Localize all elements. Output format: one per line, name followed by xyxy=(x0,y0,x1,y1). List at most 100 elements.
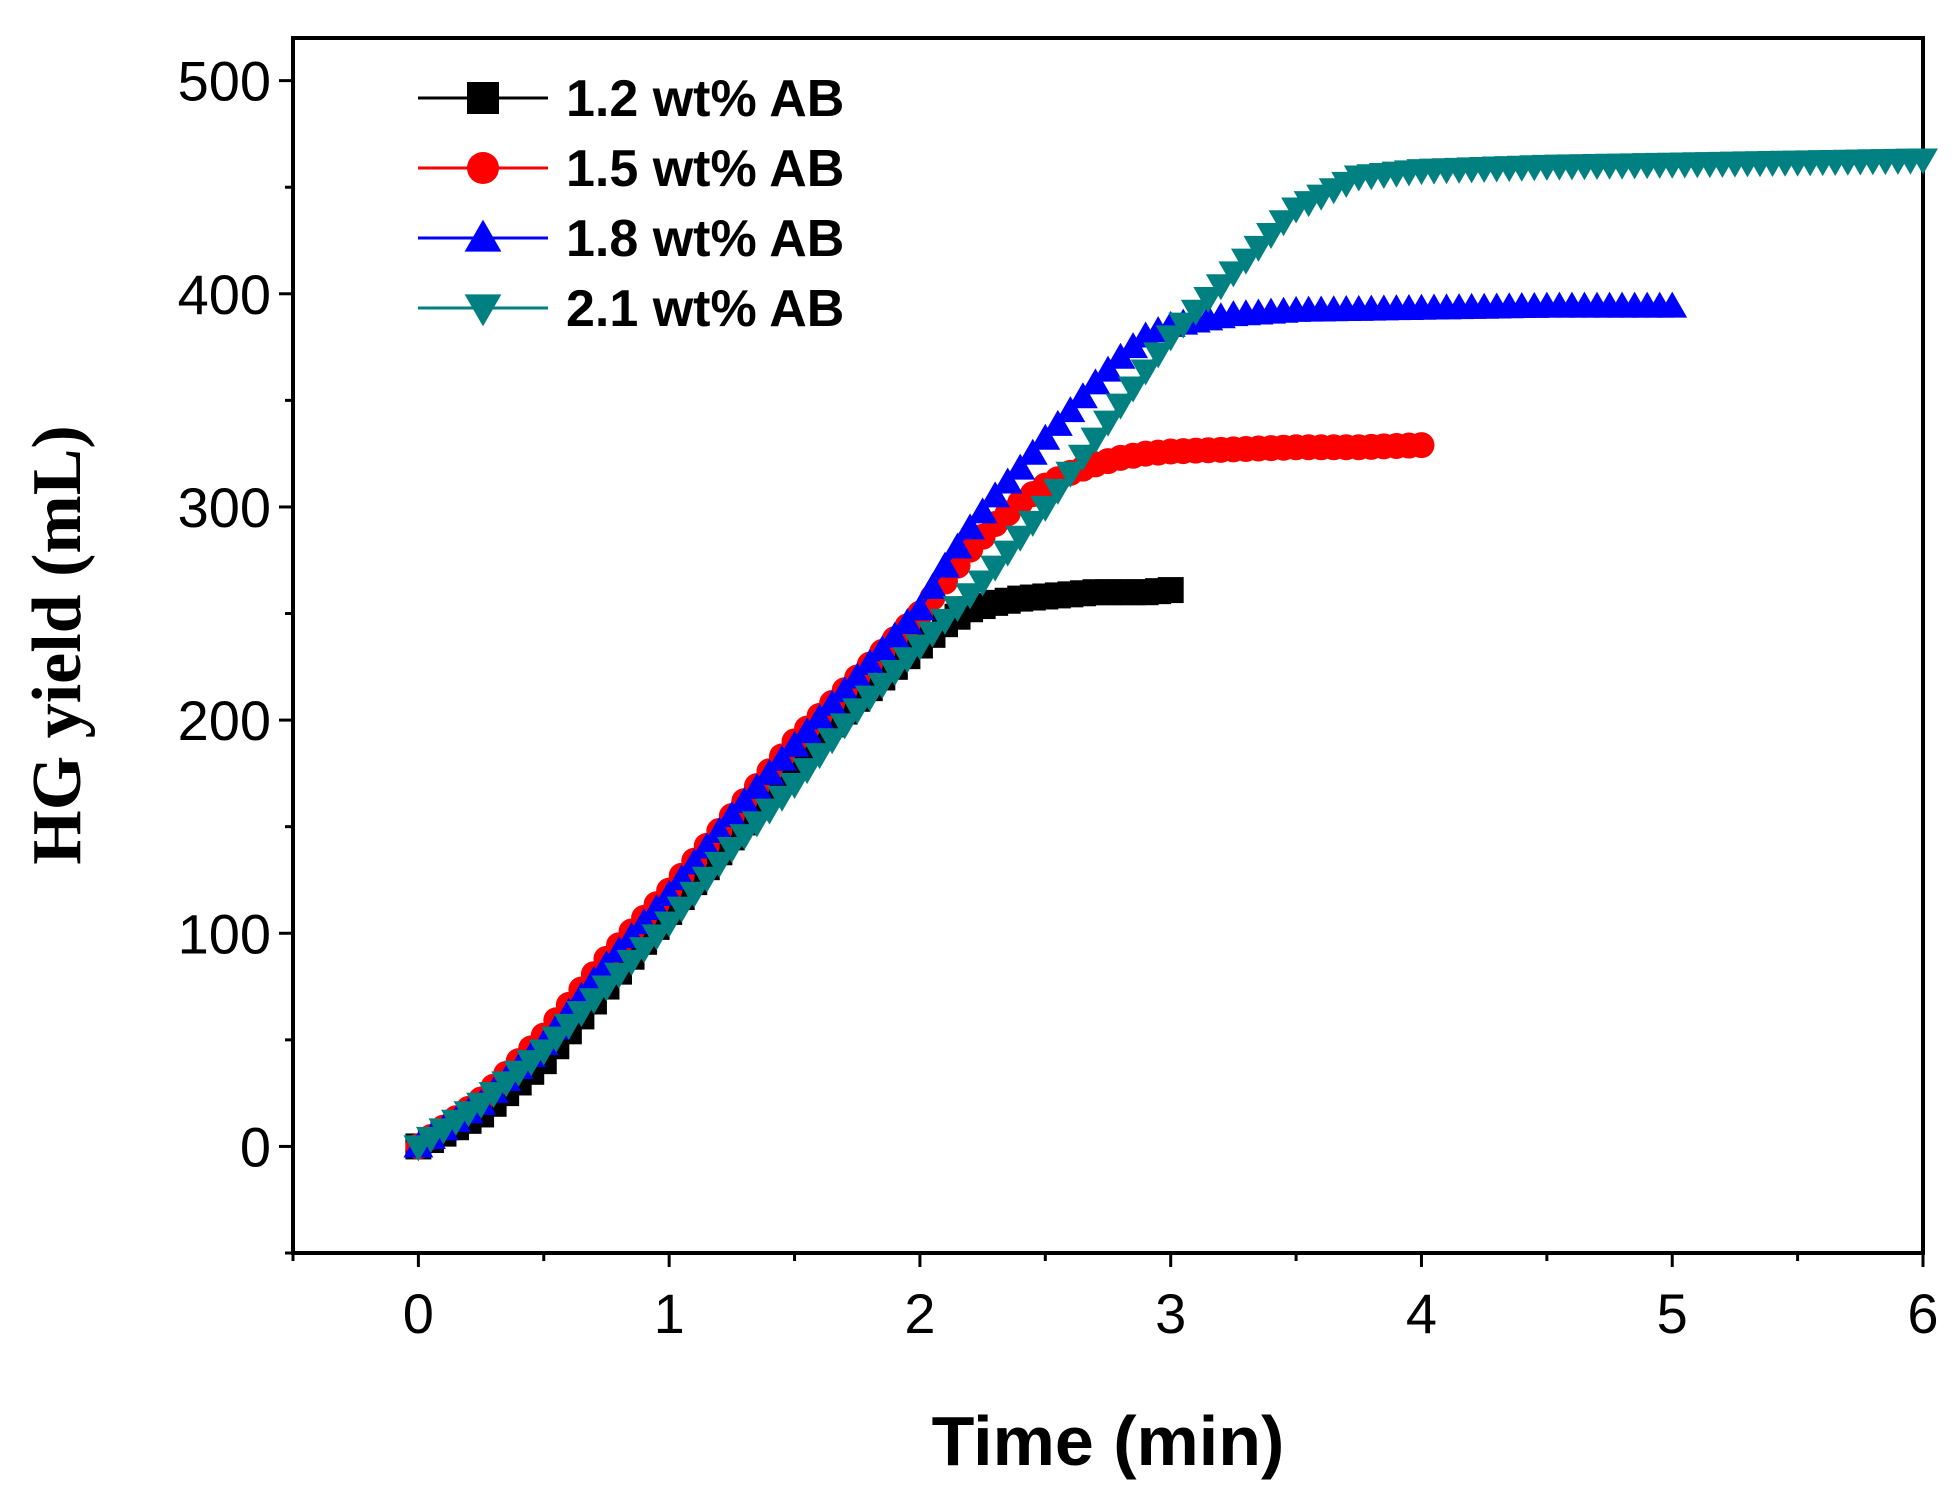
legend-marker xyxy=(464,294,502,327)
data-point xyxy=(604,962,634,989)
data-point xyxy=(955,513,986,540)
data-point xyxy=(904,634,935,661)
legend-marker xyxy=(467,152,499,184)
data-point xyxy=(629,937,660,964)
data-point xyxy=(741,811,772,838)
legend: 1.2 wt% AB 1.5 wt% AB 1.8 wt% AB 2.1 wt% AB xyxy=(418,70,844,338)
data-point xyxy=(1017,438,1048,465)
data-point xyxy=(892,647,923,674)
data-point xyxy=(917,572,948,599)
data-point xyxy=(691,866,722,893)
y-tick-label: 0 xyxy=(240,1115,271,1178)
legend-label: 1.2 wt% AB xyxy=(566,70,844,128)
data-point xyxy=(1180,299,1211,326)
data-point xyxy=(578,988,609,1015)
data-point xyxy=(1243,235,1274,262)
x-tick-label: 0 xyxy=(403,1282,434,1345)
data-point xyxy=(879,660,910,687)
y-tick-label: 200 xyxy=(178,689,271,752)
data-point xyxy=(930,551,960,578)
data-point xyxy=(1218,261,1249,288)
y-tick-label: 400 xyxy=(178,263,271,326)
data-point xyxy=(1055,396,1086,423)
data-point xyxy=(892,607,923,634)
data-point xyxy=(867,672,898,699)
x-axis-title: Time (min) xyxy=(932,1402,1285,1480)
data-point xyxy=(854,648,885,675)
data-point xyxy=(1042,409,1073,436)
data-point xyxy=(754,758,785,785)
legend-marker xyxy=(464,219,502,252)
data-point xyxy=(792,717,823,744)
data-point xyxy=(767,785,797,812)
data-point xyxy=(1130,359,1161,386)
y-tick-label: 500 xyxy=(178,50,271,113)
data-point xyxy=(767,744,797,771)
y-axis-ticks: 0 100 200 300 400 500 xyxy=(178,50,293,1255)
legend-label: 1.5 wt% AB xyxy=(566,140,844,198)
data-point xyxy=(992,540,1023,567)
data-point xyxy=(616,949,647,976)
data-point xyxy=(867,635,898,662)
data-point xyxy=(1230,248,1261,275)
data-point xyxy=(992,467,1023,494)
data-point xyxy=(754,798,785,825)
data-point xyxy=(679,881,710,908)
data-point xyxy=(955,583,986,610)
data-point xyxy=(817,728,848,755)
data-point xyxy=(980,555,1011,582)
data-point xyxy=(1030,423,1061,450)
data-point xyxy=(704,816,735,843)
data-point xyxy=(591,975,622,1002)
y-tick-label: 300 xyxy=(178,476,271,539)
series-layer xyxy=(403,148,1938,1162)
data-point xyxy=(1157,577,1184,604)
data-point xyxy=(1005,525,1036,552)
data-point xyxy=(804,743,835,770)
x-tick-label: 5 xyxy=(1657,1282,1688,1345)
legend-label: 2.1 wt% AB xyxy=(566,280,844,338)
data-point xyxy=(967,570,998,597)
data-point xyxy=(842,698,873,725)
x-tick-label: 3 xyxy=(1155,1282,1186,1345)
data-point xyxy=(792,758,823,785)
data-point xyxy=(553,1013,584,1040)
data-point xyxy=(566,1001,597,1028)
data-point xyxy=(854,685,885,712)
data-point xyxy=(930,608,960,635)
data-point xyxy=(741,772,772,799)
data-point xyxy=(1005,453,1036,480)
data-point xyxy=(716,801,747,828)
y-tick-label: 100 xyxy=(178,902,271,965)
data-point xyxy=(1042,478,1073,505)
data-point xyxy=(817,689,848,716)
x-axis-ticks: 0 1 2 3 4 5 6 xyxy=(291,1253,1939,1345)
legend-label: 1.8 wt% AB xyxy=(566,210,844,268)
data-point xyxy=(1155,325,1186,352)
data-point xyxy=(1193,287,1224,314)
data-point xyxy=(1017,510,1048,537)
data-point xyxy=(829,713,860,740)
data-point xyxy=(1168,312,1199,339)
data-point xyxy=(1067,444,1098,471)
data-point xyxy=(1205,274,1236,301)
data-point xyxy=(779,730,810,757)
data-point xyxy=(716,836,747,863)
data-point xyxy=(666,896,697,923)
data-point xyxy=(1067,382,1098,409)
data-point xyxy=(1105,393,1136,420)
data-point xyxy=(1143,342,1174,369)
data-point xyxy=(917,621,948,648)
plot-frame xyxy=(291,36,1925,1255)
data-point xyxy=(541,1026,572,1053)
data-point xyxy=(1657,291,1688,318)
x-tick-label: 4 xyxy=(1406,1282,1437,1345)
y-axis-title: HG yield (mL) xyxy=(19,425,96,864)
data-point xyxy=(1118,376,1149,403)
data-point xyxy=(654,911,685,938)
x-tick-label: 2 xyxy=(904,1282,935,1345)
data-point xyxy=(804,703,835,730)
data-point xyxy=(967,497,998,524)
series-3 xyxy=(403,148,1938,1162)
